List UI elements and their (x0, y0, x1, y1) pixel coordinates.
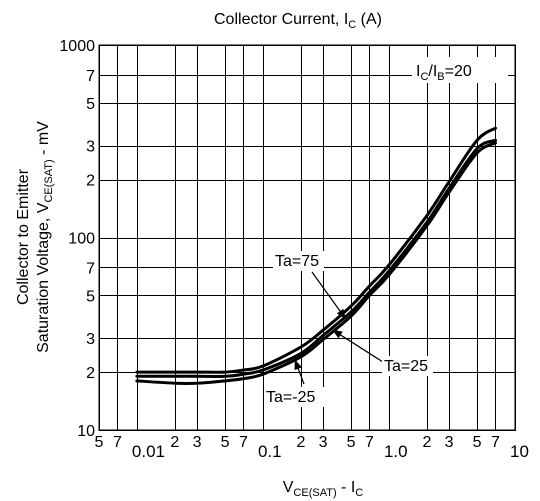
y-tick-label: 3 (86, 331, 95, 348)
x-axis-label: VCE(SAT) - IC (283, 479, 364, 499)
plot-frame (98, 44, 516, 431)
y-tick-label: 7 (86, 68, 95, 85)
x-tick-label: 3 (319, 434, 328, 451)
y-tick-label: 10 (77, 423, 95, 440)
y-axis-label-line2: Saturation Voltage, VCE(SAT) - mV (35, 121, 55, 353)
series-leader-arrow (311, 271, 346, 320)
y-tick-label: 2 (86, 365, 95, 382)
x-tick-label: 0.01 (132, 442, 165, 461)
curves (135, 126, 497, 385)
ratio-annotation: IC/IB=20 (416, 63, 472, 83)
series-label: Ta=-25 (266, 389, 315, 406)
x-tick-label: 0.1 (258, 442, 282, 461)
y-axis-label: Collector to Emitter (15, 168, 32, 305)
y-tick-label: 100 (68, 231, 95, 248)
x-tick-label: 7 (491, 434, 500, 451)
y-axis-label-2: Saturation Voltage, VCE(SAT) - mV (35, 121, 55, 353)
x-tick-label: 3 (193, 434, 202, 451)
y-tick-label: 7 (86, 260, 95, 277)
x-tick-label: 7 (239, 434, 248, 451)
x-tick-label: 7 (365, 434, 374, 451)
series-label: Ta=75 (275, 253, 319, 270)
x-tick-label: 5 (473, 434, 482, 451)
x-tick-label: 7 (113, 434, 122, 451)
x-tick-label: 10 (510, 442, 529, 461)
series-leader-arrow (294, 359, 305, 385)
series-labels: Ta=75 Ta=25 Ta=-25 (264, 251, 433, 407)
x-tick-label: 3 (445, 434, 454, 451)
x-tick-label: 5 (95, 434, 104, 451)
series-line (135, 126, 497, 374)
x-tick-label: 2 (170, 434, 179, 451)
chart-title: Collector Current, IC (A) (214, 11, 382, 31)
y-tick-label: 2 (86, 173, 95, 190)
y-axis-label-line1: Collector to Emitter (15, 168, 32, 305)
x-tick-label: 5 (347, 434, 356, 451)
series-line (135, 141, 497, 385)
y-tick-label: 5 (86, 288, 95, 305)
y-tick-label: 3 (86, 139, 95, 156)
x-tick-label: 5 (221, 434, 230, 451)
y-tick-labels: 10 2 3 5 7 100 2 3 5 7 1000 (59, 38, 95, 440)
series-leader-arrow (332, 329, 384, 363)
y-tick-label: 5 (86, 96, 95, 113)
series-label: Ta=25 (384, 358, 428, 375)
x-tick-label: 1.0 (384, 442, 408, 461)
x-tick-labels: 5 7 0.01 2 3 5 7 0.1 2 3 5 7 1.0 2 3 5 7 10 (95, 434, 529, 461)
y-tick-label: 1000 (59, 38, 95, 55)
series-line (135, 138, 497, 378)
x-tick-label: 2 (296, 434, 305, 451)
x-tick-label: 2 (422, 434, 431, 451)
